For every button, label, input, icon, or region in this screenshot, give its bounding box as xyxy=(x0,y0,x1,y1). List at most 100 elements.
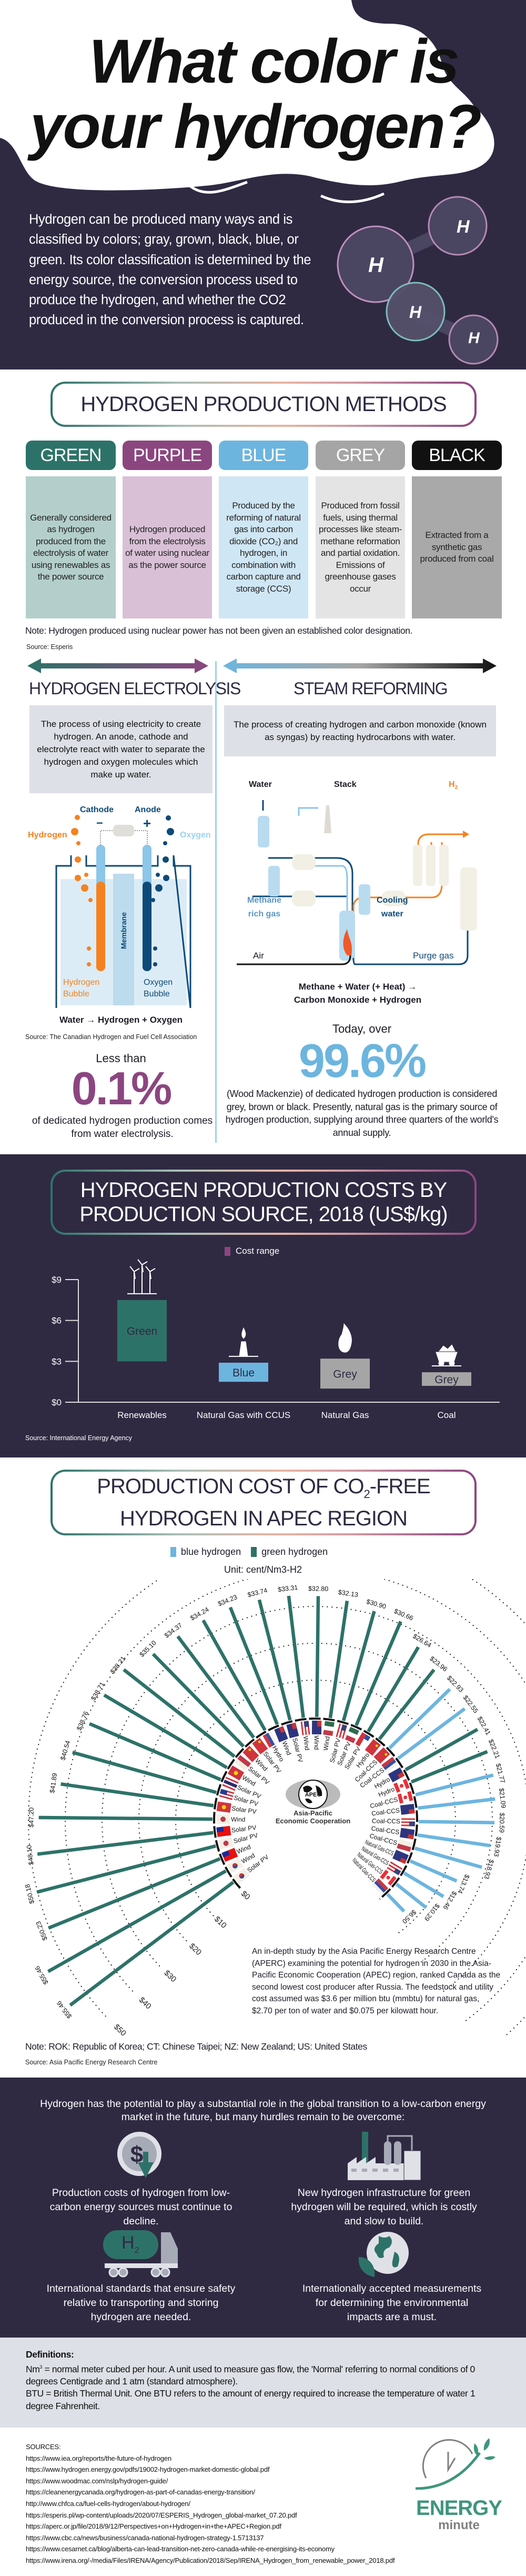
value-label: $12.46 xyxy=(441,1890,458,1911)
flag-australia-icon xyxy=(286,1722,299,1739)
electrolysis-stat-prefix: Less than xyxy=(96,1052,146,1065)
value-label: $21.77 xyxy=(494,1763,507,1784)
value-label: $26.64 xyxy=(411,1632,432,1649)
value-label: $40.54 xyxy=(59,1740,72,1761)
source-link[interactable]: https://aperc.or.jp/file/2018/9/12/Persp… xyxy=(26,2522,281,2531)
desc-purple: Hydrogen produced from the electrolysis … xyxy=(123,476,212,618)
electrolysis-diagram xyxy=(55,815,191,1009)
value-label: $50.23 xyxy=(35,1920,49,1942)
apec-source: Source: Asia Pacific Energy Research Cen… xyxy=(25,2059,158,2066)
plus-sign: + xyxy=(143,815,151,831)
flag-china-icon xyxy=(242,1745,259,1762)
coal-cart-icon xyxy=(432,1344,461,1367)
double-arrow-icon xyxy=(27,658,208,673)
hydrogen-label: Hydrogen xyxy=(28,831,67,840)
green-hydrogen-bar xyxy=(287,1595,305,1718)
y-tick-label: $9 xyxy=(52,1275,62,1285)
water-label: Water xyxy=(249,780,272,789)
term: Nm xyxy=(26,2363,40,2374)
membrane xyxy=(113,874,134,1005)
brand-line-2: minute xyxy=(438,2518,480,2532)
source-link[interactable]: https://www.hydrogen.energy.gov/pdfs/190… xyxy=(26,2465,270,2474)
title-subscript: 2 xyxy=(363,1487,370,1501)
green-hydrogen-bar xyxy=(367,1646,420,1733)
source-link[interactable]: https://cleanenergycanada.org/hydrogen-a… xyxy=(26,2488,255,2497)
source-label: Wind xyxy=(322,1736,331,1751)
green-hydrogen-bar xyxy=(341,1611,376,1722)
value-label: $19.93 xyxy=(492,1836,502,1858)
energy-minute-logo: ENERGY minute xyxy=(415,2437,502,2537)
label-line: Cooling xyxy=(377,896,408,905)
apec-title-line-2: HYDROGEN IN APEC REGION xyxy=(120,1507,408,1530)
source-link[interactable]: https://www.woodmac.com/nslp/hydrogen-gu… xyxy=(26,2477,168,2485)
blue-hydrogen-bar xyxy=(415,1773,494,1796)
source-link[interactable]: https://www.cesarnet.ca/blog/alberta-can… xyxy=(26,2545,335,2553)
org-line: Asia-Pacific xyxy=(294,1809,332,1817)
h2-text: H xyxy=(449,780,455,789)
value-label: $33.31 xyxy=(277,1584,298,1593)
title-text: -FREE xyxy=(369,1475,431,1498)
flag-australia-icon xyxy=(392,1850,409,1864)
value-label: $55.46 xyxy=(55,2000,73,2020)
green-hydrogen-bar xyxy=(378,1669,436,1741)
apec-legend: blue hydrogen green hydrogen xyxy=(170,1546,328,1557)
definitions-title: Definitions: xyxy=(26,2349,74,2360)
flag-korea-icon xyxy=(233,1868,250,1884)
dollar-decline-icon: $ xyxy=(117,2132,161,2178)
gas-flare-icon xyxy=(229,1327,258,1357)
green-hydrogen-bar xyxy=(328,1600,349,1719)
source-link[interactable]: http://www.chfca.ca/fuel-cells-hydrogen/… xyxy=(26,2499,190,2508)
flag-mexico-icon xyxy=(345,1726,359,1743)
value-label: $30.66 xyxy=(393,1607,414,1622)
source-link[interactable]: https://www.cbc.ca/news/business/canada-… xyxy=(26,2533,264,2542)
brand-line-1: ENERGY xyxy=(416,2497,502,2520)
flag-us-icon xyxy=(401,1816,416,1826)
electrolysis-description: The process of using electricity to crea… xyxy=(29,705,213,793)
axis-tick-label: $10 xyxy=(213,1914,228,1930)
source-link[interactable]: https://www.iea.org/reports/the-future-o… xyxy=(26,2454,171,2462)
flag-us-icon xyxy=(299,1721,310,1736)
source-link[interactable]: https://www.irena.org/-/media/Files/IREN… xyxy=(26,2556,395,2564)
oxygen-bubble-label: Oxygen Bubble xyxy=(144,977,173,1000)
legend-label: green hydrogen xyxy=(261,1546,328,1557)
blue-hydrogen-bar xyxy=(418,1797,495,1810)
category-label: Natural Gas with CCUS xyxy=(197,1410,291,1420)
cost-range-bar xyxy=(320,1359,370,1389)
blue-hydrogen-bar xyxy=(397,1707,466,1760)
flag-russia-icon xyxy=(381,1756,398,1773)
electrolysis-stat-value: 0.1% xyxy=(71,1062,173,1114)
green-hydrogen-bar xyxy=(355,1621,402,1726)
radial-chart: $0 $10 $20 $30 $40 $50 $55.46 Solar PV $55.46 Win… xyxy=(24,1579,526,2037)
source-link[interactable]: https://esperis.pl/wp-content/uploads/20… xyxy=(26,2511,297,2519)
blue-hydrogen-bar xyxy=(409,1859,458,1883)
green-hydrogen-bar xyxy=(37,1831,214,1856)
h2-subscript: 2 xyxy=(454,785,458,791)
stack-label: Stack xyxy=(334,780,357,789)
hydrogen-bubbles xyxy=(71,815,93,966)
sources-title: SOURCES: xyxy=(26,2443,61,2451)
blue-hydrogen-bar xyxy=(403,1871,444,1898)
definition-btu: BTU = British Thermal Unit. One BTU refe… xyxy=(26,2388,476,2411)
hurdle-item: International standards that ensure safe… xyxy=(46,2283,236,2323)
steam-stat-prefix: Today, over xyxy=(332,1022,392,1035)
chip-black: BLACK xyxy=(412,441,502,470)
molecule-label: H xyxy=(368,254,383,277)
axis-tick-label: $0 xyxy=(239,1889,252,1902)
flame-icon xyxy=(338,1323,352,1353)
flag-russia-icon xyxy=(262,1731,278,1748)
legend-label: Cost range xyxy=(236,1246,280,1256)
apec-logo: APEC xyxy=(268,1778,358,1813)
value-label: $22.55 xyxy=(462,1694,480,1714)
value-label: $32.13 xyxy=(338,1589,359,1599)
flag-vietnam-icon xyxy=(216,1801,231,1813)
green-hydrogen-bar xyxy=(36,1844,217,1894)
value-label: $33.74 xyxy=(247,1586,268,1599)
hurdles-intro: Hydrogen has the potential to play a sub… xyxy=(40,2098,486,2123)
value-label: $22.21 xyxy=(487,1738,501,1760)
source-label: Solar PV xyxy=(231,1804,257,1815)
category-label: Renewables xyxy=(117,1410,167,1420)
purge-gas-label: Purge gas xyxy=(413,951,454,961)
blue-hydrogen-bar xyxy=(386,1893,406,1913)
costs-legend: Cost range xyxy=(225,1246,279,1256)
axis-tick-label: $50 xyxy=(112,2022,128,2037)
